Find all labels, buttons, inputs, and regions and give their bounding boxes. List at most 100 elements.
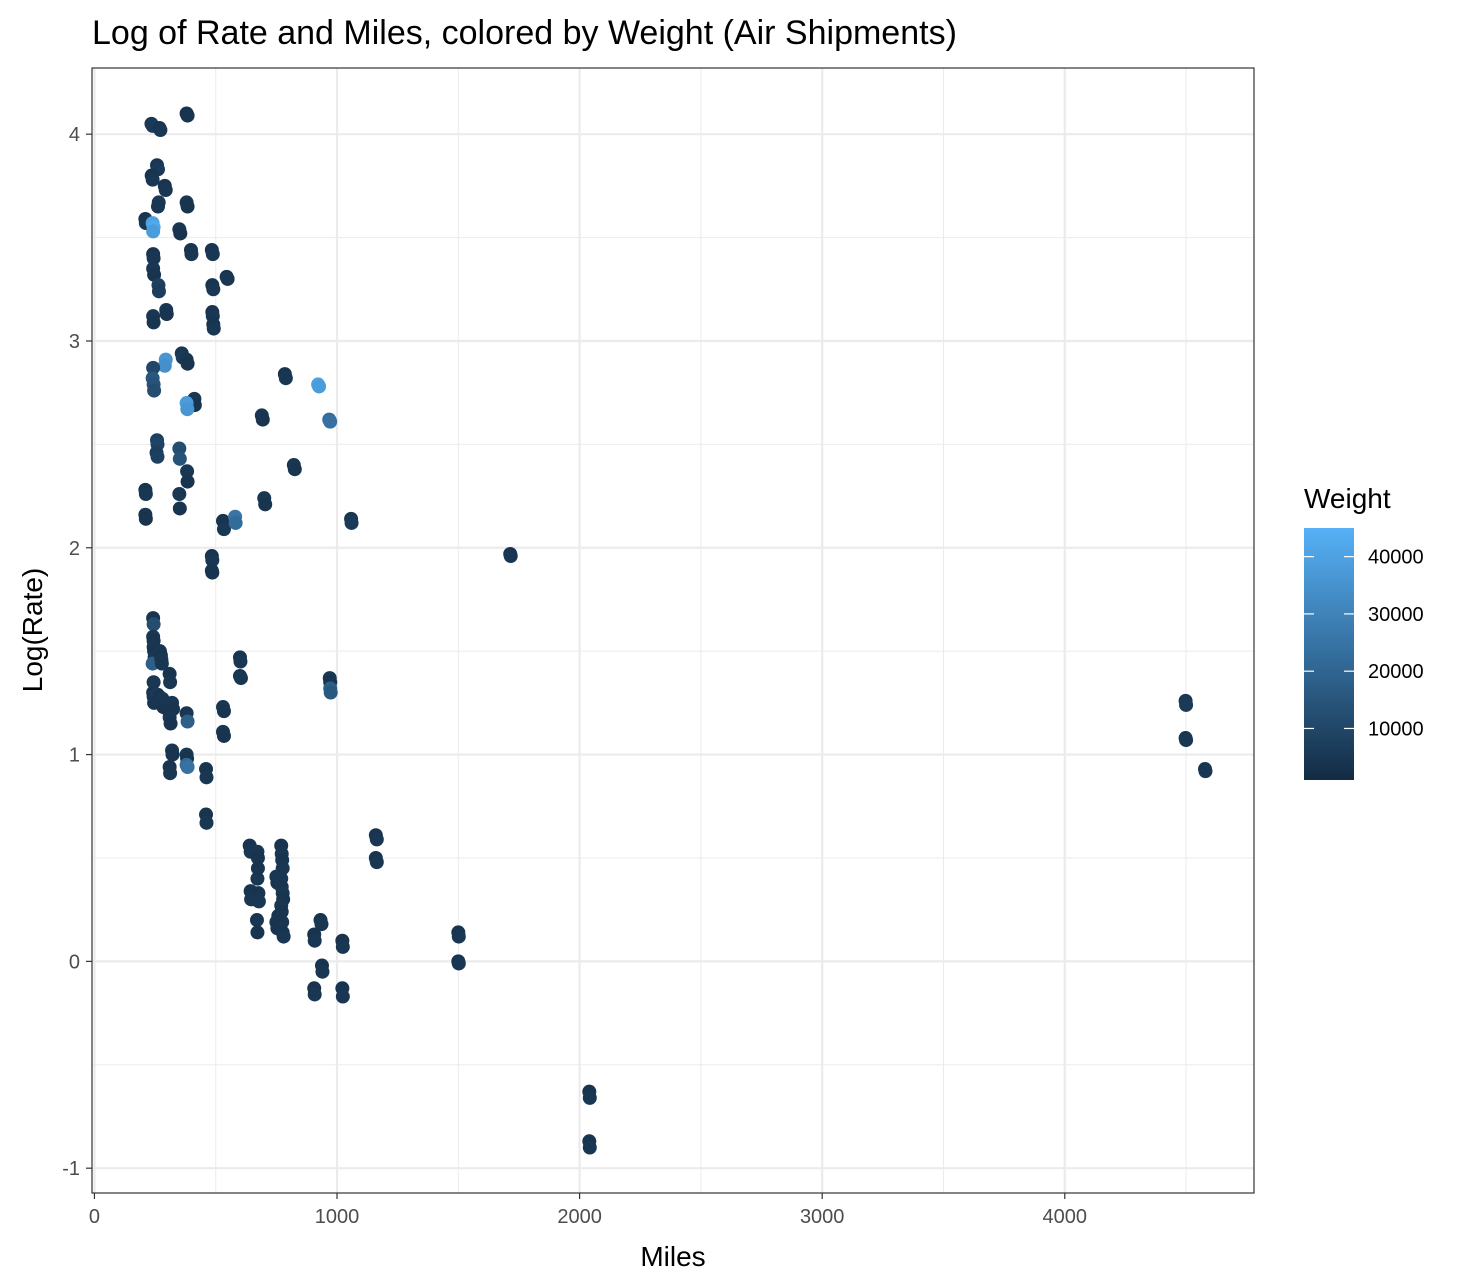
data-point — [163, 766, 178, 781]
data-point — [315, 964, 330, 979]
data-point — [233, 671, 248, 686]
y-axis-title: Log(Rate) — [17, 568, 48, 693]
data-point — [1179, 697, 1194, 712]
y-tick-label: -1 — [62, 1158, 80, 1180]
data-point — [258, 497, 273, 512]
data-point — [165, 747, 180, 762]
x-tick-label: 0 — [89, 1206, 100, 1228]
data-point — [172, 487, 187, 502]
data-point — [276, 929, 291, 944]
data-point — [250, 871, 265, 886]
data-point — [172, 441, 187, 456]
data-point — [369, 855, 384, 870]
y-tick-label: 3 — [69, 331, 80, 353]
data-point — [451, 929, 466, 944]
data-point — [233, 654, 248, 669]
legend-colorbar — [1304, 528, 1354, 780]
data-point — [287, 462, 302, 477]
data-point — [220, 271, 235, 286]
data-point — [250, 850, 265, 865]
data-point — [146, 675, 161, 690]
data-point — [150, 449, 165, 464]
x-tick-label: 2000 — [557, 1206, 602, 1228]
data-point — [180, 714, 195, 729]
legend-title: Weight — [1304, 483, 1391, 514]
legend-ticks: 10000 20000 30000 40000 — [1304, 547, 1424, 740]
data-point — [205, 553, 220, 568]
data-point — [307, 933, 322, 948]
data-point — [138, 487, 153, 502]
data-point — [146, 617, 161, 632]
data-point — [146, 224, 161, 239]
data-point — [184, 247, 199, 262]
data-point — [146, 251, 161, 266]
data-point — [251, 894, 266, 909]
data-point — [205, 565, 220, 580]
data-point — [163, 675, 178, 690]
data-point — [1179, 733, 1194, 748]
data-point — [147, 383, 162, 398]
data-point — [153, 123, 168, 138]
data-point — [255, 412, 270, 427]
data-point — [216, 704, 231, 719]
x-tick-label: 3000 — [800, 1206, 845, 1228]
data-point — [271, 908, 286, 923]
x-axis-title: Miles — [640, 1241, 705, 1272]
data-point — [1198, 764, 1213, 779]
y-axis: -1 0 1 2 3 4 — [62, 124, 92, 1180]
data-point — [172, 451, 187, 466]
grid-major — [92, 68, 1254, 1193]
data-point — [163, 716, 178, 731]
x-axis: 0 1000 2000 3000 4000 — [89, 1193, 1087, 1228]
data-point — [312, 379, 327, 394]
data-point — [199, 770, 214, 785]
data-point — [146, 360, 161, 375]
data-point — [172, 501, 187, 516]
data-point — [159, 307, 174, 322]
data-point — [180, 108, 195, 123]
legend-tick-label: 10000 — [1368, 718, 1424, 740]
data-point — [180, 402, 195, 417]
data-point — [150, 199, 165, 214]
data-point — [138, 511, 153, 526]
data-point — [249, 913, 264, 928]
legend-tick-label: 30000 — [1368, 604, 1424, 626]
legend-tick-label: 20000 — [1368, 661, 1424, 683]
data-point — [180, 356, 195, 371]
data-point — [206, 321, 221, 336]
data-point — [173, 226, 188, 241]
data-point — [451, 956, 466, 971]
data-point — [250, 861, 265, 876]
data-point — [154, 656, 169, 671]
data-point — [582, 1090, 597, 1105]
data-point — [503, 549, 518, 564]
y-tick-label: 2 — [69, 538, 80, 560]
data-point — [250, 925, 265, 940]
plot-panel-border — [91, 67, 1255, 1194]
data-point — [216, 728, 231, 743]
data-point — [146, 315, 161, 330]
data-point — [307, 987, 322, 1002]
legend-weight: Weight 10000 20000 30000 40000 — [1304, 483, 1424, 780]
data-point — [145, 172, 160, 187]
x-tick-label: 1000 — [315, 1206, 360, 1228]
legend-tick-label: 40000 — [1368, 547, 1424, 569]
data-point — [314, 917, 329, 932]
data-point — [158, 183, 173, 198]
data-point — [180, 759, 195, 774]
data-point — [216, 522, 231, 537]
x-tick-label: 4000 — [1043, 1206, 1088, 1228]
data-point — [180, 474, 195, 489]
data-point — [205, 247, 220, 262]
data-point — [278, 371, 293, 386]
data-point — [369, 832, 384, 847]
data-point — [323, 685, 338, 700]
data-point — [323, 414, 338, 429]
data-point — [335, 939, 350, 954]
data-point — [157, 358, 172, 373]
data-point — [199, 815, 214, 830]
points-layer — [138, 106, 1213, 1155]
data-point — [180, 464, 195, 479]
plot-panel-background — [92, 68, 1254, 1193]
